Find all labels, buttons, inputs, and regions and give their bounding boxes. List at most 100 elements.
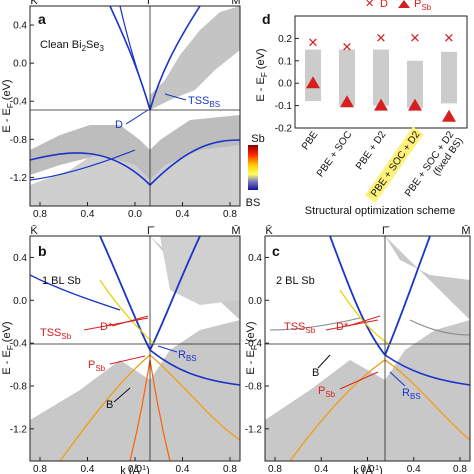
colorbar-top-label: Sb bbox=[251, 133, 264, 145]
bulk-band-region bbox=[30, 236, 240, 461]
k-point-label: Γ̄ bbox=[147, 0, 155, 7]
annotation-TSS-Sb: TSSSb bbox=[40, 327, 72, 341]
y-tick-label: -0.4 bbox=[10, 97, 28, 108]
annotation-arrow bbox=[347, 315, 381, 327]
x-tick-label: 0.8 bbox=[33, 209, 47, 220]
sb-band bbox=[99, 279, 156, 346]
x-tick-label: 0.4 bbox=[314, 464, 328, 474]
ylabel-d: E - EF (eV) bbox=[255, 48, 269, 101]
surface-band bbox=[384, 236, 431, 356]
surface-band bbox=[149, 236, 201, 351]
range-bar bbox=[441, 51, 457, 104]
annotation-arrow bbox=[339, 371, 379, 390]
y-tick-label: -0.1 bbox=[275, 101, 293, 112]
colorbar: Sb BS bbox=[246, 133, 265, 209]
range-bar bbox=[339, 49, 355, 106]
k-point-label: Γ̄ bbox=[382, 225, 390, 237]
x-tick-label: 0.8 bbox=[268, 464, 282, 474]
axis-b: 0.4 0.0 -0.4 -0.8 -1.2 0.8 0.4 0.0 0.4 0.8 K̄ Γ̄ M̄ bbox=[10, 224, 241, 474]
range-bar bbox=[305, 49, 321, 102]
k-point-label: M̄ bbox=[231, 0, 240, 7]
annotation-R-BS: RBS bbox=[178, 349, 197, 363]
P-point bbox=[306, 76, 320, 89]
sb-band bbox=[129, 359, 151, 461]
panel-letter-b: b bbox=[38, 243, 47, 259]
annotation-B: B bbox=[312, 367, 319, 379]
annotation-B: B bbox=[106, 399, 113, 411]
xlabel-c: k (Å-1) bbox=[353, 464, 382, 474]
bulk-band-region bbox=[265, 236, 470, 461]
sb-band bbox=[149, 359, 171, 461]
y-tick-label: 0.4 bbox=[248, 253, 262, 264]
x-tick-label: 0.0 bbox=[128, 209, 142, 220]
annotation-arrow bbox=[83, 317, 149, 331]
y-tick-label: 0.0 bbox=[278, 79, 292, 90]
axis-c: 0.4 0.0 -0.4 -0.8 -1.2 0.8 0.4 0.0 0.4 0.8 K̄ Γ̄ M̄ bbox=[245, 224, 471, 474]
y-tick-label: 0.2 bbox=[278, 34, 292, 45]
annotation-arrow bbox=[109, 355, 146, 365]
annotation-arrow bbox=[113, 387, 131, 403]
y-tick-label: -1.2 bbox=[10, 424, 28, 435]
x-tick-label: 0.8 bbox=[223, 209, 237, 220]
y-tick-label: 0.0 bbox=[13, 296, 27, 307]
x-tick-label: 0.0 bbox=[128, 464, 142, 474]
y-tick-label: -0.4 bbox=[10, 339, 28, 350]
surface-band bbox=[149, 6, 201, 111]
ylabel-a: E - EF (eV) bbox=[1, 79, 15, 132]
surface-band bbox=[329, 236, 386, 356]
x-tick-label: 0.4 bbox=[176, 209, 190, 220]
colorbar-bottom-label: BS bbox=[246, 197, 261, 209]
y-tick-label: 0.4 bbox=[13, 21, 27, 32]
k-point-label: Γ̄ bbox=[147, 225, 155, 237]
xlabel-d: Structural optimization scheme bbox=[305, 205, 455, 217]
y-tick-label: -1.2 bbox=[10, 173, 28, 184]
P-point bbox=[340, 95, 354, 108]
panel-a: a Clean Bi2Se3 D TSSBS 0.4 0.0 -0.4 -0.8 -1.… bbox=[10, 0, 241, 220]
k-point-label: K̄ bbox=[30, 224, 38, 237]
x-tick-label: 0.4 bbox=[81, 209, 95, 220]
x-tick-label: 0.4 bbox=[176, 464, 190, 474]
annotation-arrow bbox=[389, 371, 406, 387]
panel-title-c: 2 BL Sb bbox=[276, 275, 315, 287]
y-tick-label: 0.4 bbox=[13, 253, 27, 264]
legend-D-label: D bbox=[380, 0, 388, 10]
panel-letter-a: a bbox=[38, 11, 46, 27]
colorbar-gradient bbox=[248, 145, 258, 190]
surface-band bbox=[149, 349, 240, 386]
y-tick-label: 0.0 bbox=[248, 296, 262, 307]
bulk-band-region bbox=[160, 236, 240, 305]
range-bar bbox=[373, 49, 389, 106]
sb-band bbox=[409, 319, 470, 336]
legend-P-marker bbox=[398, 0, 410, 8]
y-tick-label: -0.4 bbox=[245, 339, 263, 350]
panel-letter-d: d bbox=[262, 11, 271, 27]
annotation-R-BS: RBS bbox=[402, 387, 421, 401]
highlight bbox=[364, 126, 424, 203]
x-tick-label: 0.8 bbox=[223, 464, 237, 474]
ylabel-c: E - EF (eV) bbox=[245, 321, 259, 374]
y-tick-label: -0.8 bbox=[245, 382, 263, 393]
D-point: ✕ bbox=[376, 30, 387, 45]
surface-band bbox=[99, 236, 151, 351]
k-point-label: M̄ bbox=[461, 224, 470, 237]
y-tick-label: -1.2 bbox=[245, 424, 263, 435]
surface-band bbox=[384, 354, 470, 386]
annotation-arrow bbox=[164, 93, 187, 101]
y-tick-label: -0.8 bbox=[10, 135, 28, 146]
category-label: PBE + SOC bbox=[315, 129, 354, 179]
P-point bbox=[374, 98, 388, 111]
D-point: ✕ bbox=[308, 35, 319, 50]
xlabel-b: k (Å-1) bbox=[120, 464, 149, 474]
y-tick-label: 0.1 bbox=[278, 56, 292, 67]
annotation-arrow bbox=[157, 345, 178, 353]
annotation-P-Sb: PSb bbox=[318, 385, 336, 399]
surface-band bbox=[119, 6, 151, 111]
x-tick-label: 0.4 bbox=[407, 464, 421, 474]
panel-title-b: 1 BL Sb bbox=[42, 275, 81, 287]
y-tick-label: 0.0 bbox=[13, 59, 27, 70]
annotation-D: D bbox=[115, 119, 123, 131]
axis-a: 0.4 0.0 -0.4 -0.8 -1.2 0.8 0.4 0.0 0.4 0.8 K̄ Γ̄ M̄ bbox=[10, 0, 241, 220]
sb-band bbox=[339, 289, 391, 346]
